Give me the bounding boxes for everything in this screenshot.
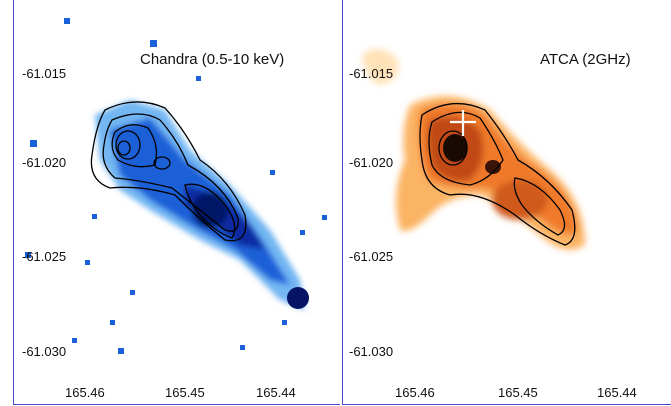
atca-panel: ATCA (2GHz) -61.015 -61.020 -61.025 -61.…	[340, 0, 671, 405]
chandra-ytick-label: -61.020	[22, 155, 67, 170]
atca-axes-frame	[342, 0, 671, 405]
chandra-xtick-label: 165.44	[256, 385, 296, 400]
atca-contours	[419, 102, 576, 246]
xray-noise	[25, 18, 327, 354]
chandra-title: Chandra (0.5-10 keV)	[140, 51, 285, 68]
atca-xtick-label: 165.45	[498, 385, 538, 400]
atca-ytick-label: -61.015	[349, 66, 394, 81]
atca-ytick-label: -61.030	[349, 344, 394, 359]
atca-radio-image	[362, 48, 585, 250]
chandra-xray-image	[25, 18, 327, 354]
chandra-xtick-label: 165.45	[165, 385, 205, 400]
chandra-axes-frame	[13, 0, 340, 405]
chandra-ytick-label: -61.015	[22, 66, 67, 81]
chandra-ytick-label: -61.030	[22, 344, 67, 359]
atca-xtick-label: 165.46	[395, 385, 435, 400]
radio-contours	[90, 101, 247, 242]
chandra-panel: Chandra (0.5-10 keV) -61.015 -61.020 -61…	[13, 0, 340, 405]
radio-core	[443, 134, 467, 162]
atca-ytick-label: -61.020	[349, 155, 394, 170]
atca-ytick-label: -61.025	[349, 249, 394, 264]
chandra-xtick-label: 165.46	[65, 385, 105, 400]
atca-title: ATCA (2GHz)	[540, 51, 631, 68]
radio-knot	[485, 160, 501, 174]
point-source	[287, 287, 309, 309]
position-cross-icon	[450, 110, 476, 136]
chandra-ytick-label: -61.025	[22, 249, 67, 264]
atca-xtick-label: 165.44	[597, 385, 637, 400]
